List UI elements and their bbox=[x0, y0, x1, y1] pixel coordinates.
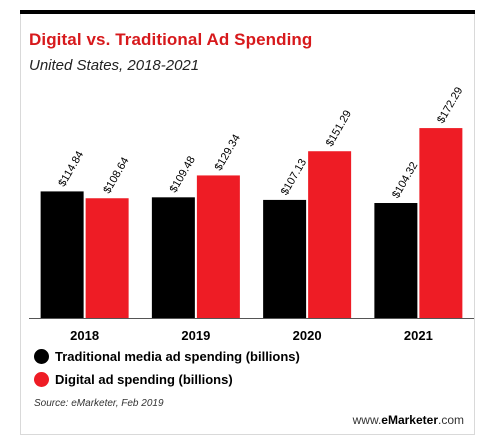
data-label-digital-2020: $151.29 bbox=[324, 108, 354, 148]
legend-item-traditional: Traditional media ad spending (billions) bbox=[34, 345, 300, 368]
data-label-traditional-2019: $109.48 bbox=[168, 154, 198, 194]
legend-item-digital: Digital ad spending (billions) bbox=[34, 368, 300, 391]
legend-swatch-digital bbox=[34, 372, 49, 387]
bar-digital-2019 bbox=[196, 175, 240, 318]
brand-url[interactable]: www.eMarketer.com bbox=[353, 413, 464, 427]
chart-title: Digital vs. Traditional Ad Spending bbox=[29, 30, 313, 49]
bar-digital-2020 bbox=[308, 151, 352, 318]
brand-suffix: .com bbox=[437, 413, 464, 427]
x-tick-label-2020: 2020 bbox=[293, 328, 322, 343]
bar-traditional-2021 bbox=[374, 203, 418, 318]
legend-swatch-traditional bbox=[34, 349, 49, 364]
data-label-traditional-2018: $114.84 bbox=[56, 149, 86, 189]
brand-name: eMarketer bbox=[381, 413, 438, 427]
source-note: Source: eMarketer, Feb 2019 bbox=[34, 398, 164, 409]
legend-label-digital: Digital ad spending (billions) bbox=[55, 372, 233, 387]
bar-digital-2021 bbox=[419, 128, 463, 318]
data-label-traditional-2021: $104.32 bbox=[390, 160, 420, 200]
bar-digital-2018 bbox=[85, 198, 129, 318]
data-label-traditional-2020: $107.13 bbox=[279, 157, 309, 197]
x-tick-label-2021: 2021 bbox=[404, 328, 433, 343]
data-label-digital-2021: $172.29 bbox=[435, 85, 465, 125]
bar-traditional-2020 bbox=[263, 199, 307, 318]
bar-traditional-2018 bbox=[40, 191, 84, 318]
data-label-digital-2019: $129.34 bbox=[213, 132, 243, 172]
legend-label-traditional: Traditional media ad spending (billions) bbox=[55, 349, 300, 364]
legend: Traditional media ad spending (billions)… bbox=[34, 345, 300, 391]
data-label-digital-2018: $108.64 bbox=[101, 155, 131, 195]
chart-subtitle: United States, 2018-2021 bbox=[29, 57, 200, 74]
bar-traditional-2019 bbox=[151, 197, 195, 318]
top-rule bbox=[20, 10, 475, 14]
x-tick-label-2018: 2018 bbox=[70, 328, 99, 343]
x-tick-label-2019: 2019 bbox=[181, 328, 210, 343]
brand-prefix: www. bbox=[352, 413, 382, 427]
